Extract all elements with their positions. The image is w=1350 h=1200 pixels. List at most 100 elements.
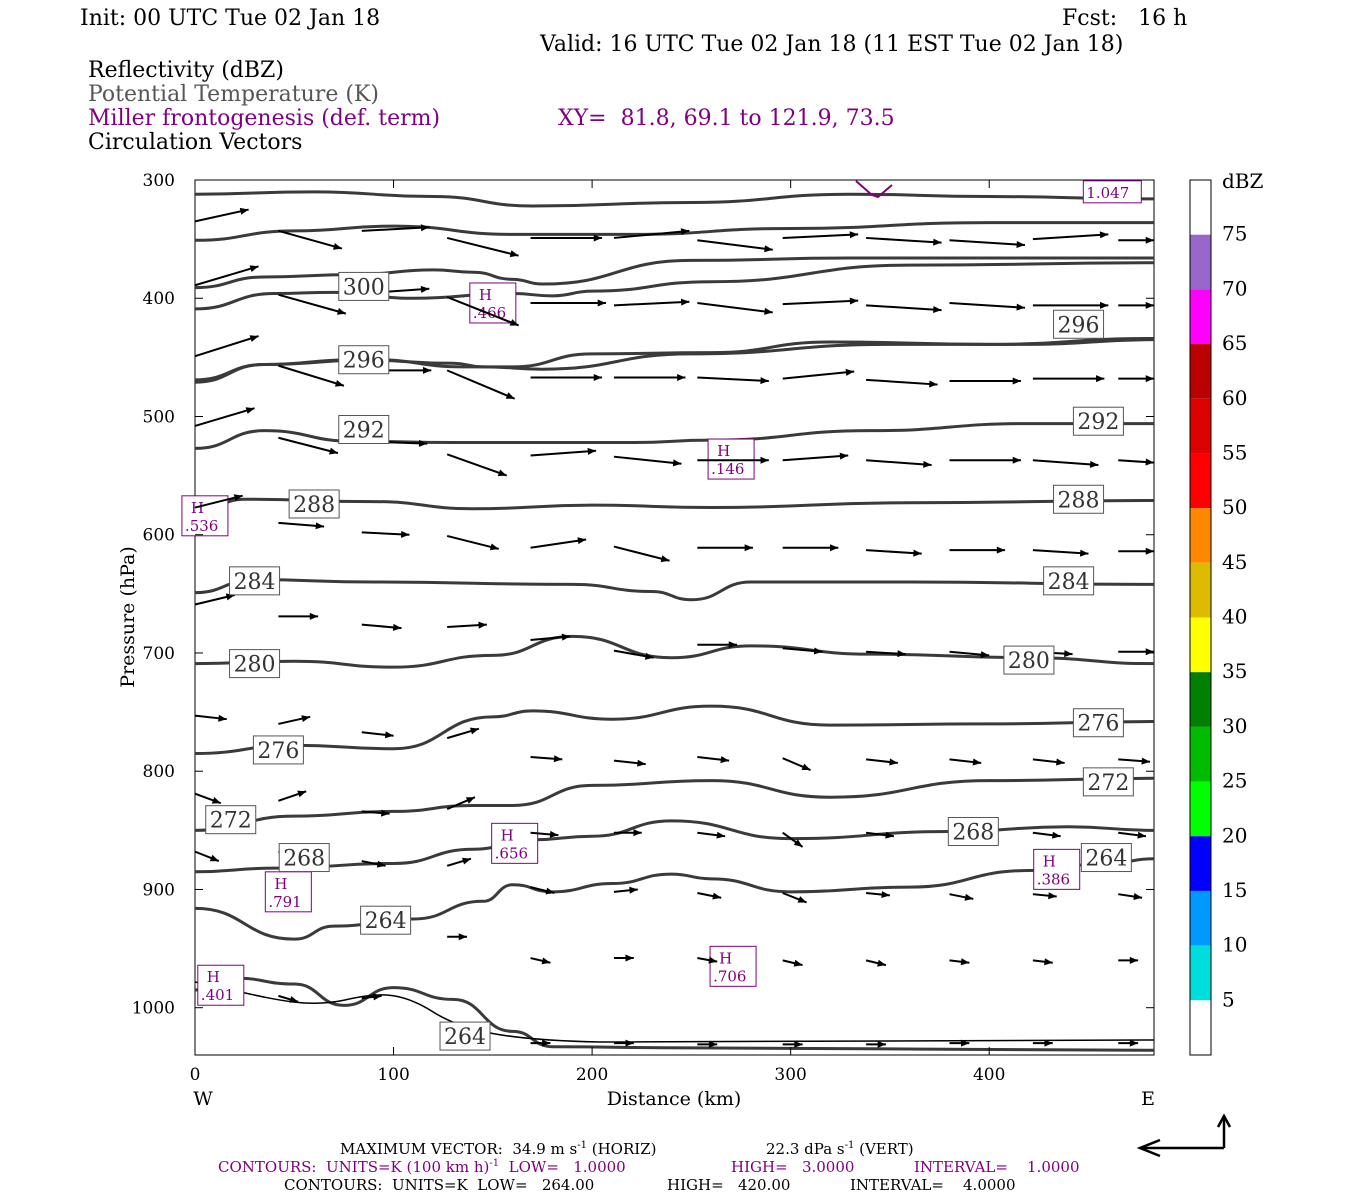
- x-tick-label: 100: [377, 1065, 409, 1085]
- vector-shaft: [866, 304, 942, 312]
- circulation-vector: [782, 297, 859, 306]
- circulation-vector: [949, 893, 974, 901]
- vector-head: [218, 714, 227, 722]
- y-tick-label: 500: [143, 407, 175, 427]
- vector-head: [660, 555, 670, 563]
- circulation-vector: [949, 239, 1026, 249]
- vector-head: [334, 379, 344, 387]
- vector-shaft: [782, 299, 859, 306]
- circulation-vector: [194, 265, 259, 287]
- circulation-vector: [697, 1040, 718, 1048]
- circulation-vector: [613, 455, 682, 467]
- vector-shaft: [866, 378, 938, 386]
- colorbar-label: 45: [1222, 550, 1247, 574]
- vector-head: [309, 612, 319, 620]
- circulation-vector: [1032, 758, 1065, 766]
- circulation-vector: [949, 456, 1021, 464]
- x-tick-label: 400: [973, 1065, 1005, 1085]
- circulation-vector: [278, 364, 345, 387]
- y-tick-label: 900: [143, 880, 175, 900]
- circulation-vector: [782, 831, 804, 848]
- circulation-vector: [530, 373, 603, 381]
- init-time: Init: 00 UTC Tue 02 Jan 18: [80, 6, 380, 31]
- circulation-vector: [361, 623, 402, 631]
- circulation-vector: [194, 207, 249, 223]
- vector-head: [509, 250, 519, 258]
- circulation-vector: [866, 236, 942, 246]
- vector-head: [469, 727, 479, 735]
- vector-head: [1044, 1039, 1053, 1047]
- theta-contour-312: [194, 190, 1155, 208]
- theta-contour-info: CONTOURS: UNITS=K LOW= 264.00 HIGH= 420.0…: [284, 1176, 1016, 1194]
- circulation-vector: [613, 886, 638, 894]
- vector-head: [315, 522, 325, 530]
- vector-shaft: [613, 300, 690, 307]
- circulation-vector: [361, 809, 390, 817]
- contour-label: 272: [210, 809, 252, 834]
- x-axis-label: Distance (km): [607, 1088, 742, 1110]
- contour-label-box: [947, 817, 999, 847]
- frontogenesis-max-label: H: [719, 949, 732, 967]
- circulation-vector: [278, 293, 347, 315]
- circulation-vector: [613, 829, 642, 837]
- colorbar-segment: [1190, 344, 1211, 399]
- vector-shaft: [194, 407, 255, 427]
- circulation-vector: [530, 1039, 551, 1047]
- vector-head: [1079, 549, 1089, 557]
- colorbar-label: 5: [1222, 987, 1235, 1011]
- vector-head: [542, 1039, 551, 1047]
- vector-head: [1012, 377, 1021, 385]
- vector-shaft: [194, 265, 259, 287]
- circulation-vector: [866, 1040, 886, 1048]
- vector-head: [489, 543, 499, 551]
- vector-head: [1145, 301, 1154, 309]
- vector-shaft: [446, 236, 519, 257]
- vector-head: [677, 373, 686, 381]
- vector-head: [1064, 650, 1073, 658]
- contour-label-box: [229, 566, 281, 596]
- contour-label-box: [1043, 566, 1095, 596]
- colorbar-segment: [1190, 945, 1211, 1001]
- vector-head: [720, 756, 730, 764]
- vector-head: [497, 469, 507, 477]
- contour-label: 264: [1085, 847, 1127, 872]
- contour-label-box: [1072, 708, 1124, 738]
- vector-head: [1129, 956, 1139, 964]
- vector-shaft: [278, 364, 345, 387]
- contour-label: 276: [257, 739, 299, 764]
- vector-head: [801, 763, 811, 771]
- contour-label: 284: [234, 570, 276, 595]
- theta-contour-268: [194, 819, 1155, 874]
- vector-head: [561, 633, 571, 641]
- frontogenesis-max-value: .146: [711, 460, 744, 478]
- contour-label-box: [1053, 484, 1105, 514]
- circulation-vector: [278, 612, 319, 620]
- circulation-vector: [530, 830, 559, 838]
- circulation-vector: [613, 954, 634, 962]
- field-circulation-vectors: Circulation Vectors: [88, 130, 302, 155]
- frontogenesis-max-box: [709, 945, 757, 987]
- contour-label: 292: [343, 418, 385, 443]
- vector-head: [333, 242, 342, 250]
- vector-shaft: [446, 453, 508, 477]
- circulation-vector: [361, 993, 382, 1001]
- circulation-vector: [1032, 831, 1061, 839]
- contour-label-box: [439, 1021, 491, 1051]
- vector-head: [760, 377, 769, 385]
- circulation-vector: [782, 892, 807, 904]
- frontogenesis-max-value: .791: [268, 893, 301, 911]
- circulation-vector: [697, 956, 718, 964]
- circulation-vector: [949, 758, 982, 766]
- circulation-vector: [613, 759, 646, 767]
- circulation-vector: [782, 544, 839, 552]
- circulation-vector: [697, 544, 753, 552]
- colorbar-frame: [1189, 179, 1212, 1056]
- contour-label-box: [338, 414, 390, 444]
- vector-head: [1145, 648, 1154, 656]
- contour-label-box: [1082, 767, 1134, 797]
- contour-label: 264: [444, 1025, 486, 1050]
- contour-label-box: [1053, 309, 1105, 339]
- valid-time: Valid: 16 UTC Tue 02 Jan 18 (11 EST Tue …: [539, 32, 1123, 57]
- contour-label: 296: [343, 349, 385, 374]
- circulation-vector: [1118, 1039, 1139, 1047]
